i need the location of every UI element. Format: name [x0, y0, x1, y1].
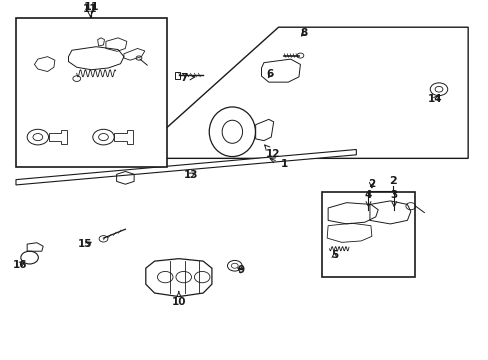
Bar [322, 192, 414, 277]
Text: 13: 13 [183, 170, 198, 180]
Text: 15: 15 [78, 239, 92, 249]
Text: 3: 3 [390, 190, 397, 207]
Text: 1: 1 [269, 158, 287, 169]
Text: 16: 16 [13, 260, 27, 270]
Text: 6: 6 [266, 69, 273, 79]
Bar [16, 18, 166, 167]
Text: 10: 10 [171, 291, 186, 307]
Polygon shape [132, 27, 467, 158]
Text: 12: 12 [264, 145, 279, 159]
Text: 14: 14 [427, 94, 442, 104]
Text: 2: 2 [388, 176, 396, 186]
Text: 9: 9 [237, 265, 244, 275]
Ellipse shape [209, 107, 255, 157]
Text: 2: 2 [367, 179, 375, 189]
Polygon shape [145, 258, 211, 297]
Text: 7: 7 [180, 73, 194, 83]
Text: 4: 4 [364, 190, 371, 207]
Polygon shape [16, 149, 356, 185]
Text: 8: 8 [300, 28, 307, 38]
Text: 11: 11 [83, 4, 98, 17]
Text: 5: 5 [330, 250, 337, 260]
Text: 11: 11 [83, 2, 99, 12]
